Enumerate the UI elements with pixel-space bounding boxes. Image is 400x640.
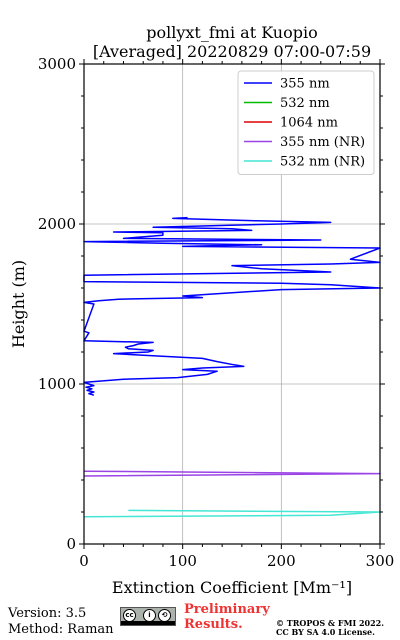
plot-frame bbox=[83, 63, 381, 545]
y-tick-label-0: 0 bbox=[66, 535, 76, 553]
method-text: Method: Raman bbox=[8, 622, 114, 637]
x-tick-label-3: 300 bbox=[366, 552, 395, 570]
series-line-0 bbox=[83, 216, 381, 396]
chart: pollyxt_fmi at Kuopio [Averaged] 2022082… bbox=[9, 23, 395, 597]
y-tick-label-2: 2000 bbox=[38, 215, 76, 233]
y-tick-label-1: 1000 bbox=[38, 375, 76, 393]
preliminary-line-1: Preliminary bbox=[184, 602, 270, 617]
chart-subtitle: [Averaged] 20220829 07:00-07:59 bbox=[93, 42, 371, 61]
series-lines bbox=[83, 216, 381, 518]
series-line-4 bbox=[83, 509, 381, 518]
legend-label-1: 532 nm bbox=[280, 96, 330, 111]
y-axis-label: Height (m) bbox=[9, 260, 28, 348]
cc-by-sa-badge: cc i ⟲ bbox=[120, 607, 176, 626]
copyright-note: © TROPOS & FMI 2022. CC BY SA 4.0 Licens… bbox=[276, 619, 384, 637]
x-tick-label-1: 100 bbox=[168, 552, 197, 570]
version-info: Version: 3.5 Method: Raman bbox=[8, 606, 114, 638]
x-axis-label: Extinction Coefficient [Mm⁻¹] bbox=[112, 578, 352, 597]
x-tick-label-2: 200 bbox=[267, 552, 296, 570]
by-icon: i bbox=[143, 609, 156, 622]
version-text: Version: 3.5 bbox=[8, 606, 87, 621]
copyright-line-1: © TROPOS & FMI 2022. bbox=[276, 618, 385, 628]
y-tick-label-3: 3000 bbox=[38, 55, 76, 73]
chart-title: pollyxt_fmi at Kuopio bbox=[146, 23, 317, 42]
legend: 355 nm 532 nm 1064 nm 355 nm (NR) 532 nm (NR… bbox=[237, 70, 375, 175]
sa-icon: ⟲ bbox=[158, 609, 171, 622]
preliminary-results-note: Preliminary Results. bbox=[184, 602, 270, 632]
legend-label-0: 355 nm bbox=[280, 77, 330, 92]
legend-label-2: 1064 nm bbox=[280, 116, 338, 131]
legend-box bbox=[237, 70, 375, 175]
x-tick-label-0: 0 bbox=[79, 552, 89, 570]
series-line-3 bbox=[83, 470, 381, 477]
copyright-line-2: CC BY SA 4.0 License. bbox=[276, 627, 375, 637]
legend-label-4: 532 nm (NR) bbox=[280, 155, 365, 170]
legend-label-3: 355 nm (NR) bbox=[280, 135, 365, 150]
preliminary-line-2: Results. bbox=[184, 617, 243, 632]
